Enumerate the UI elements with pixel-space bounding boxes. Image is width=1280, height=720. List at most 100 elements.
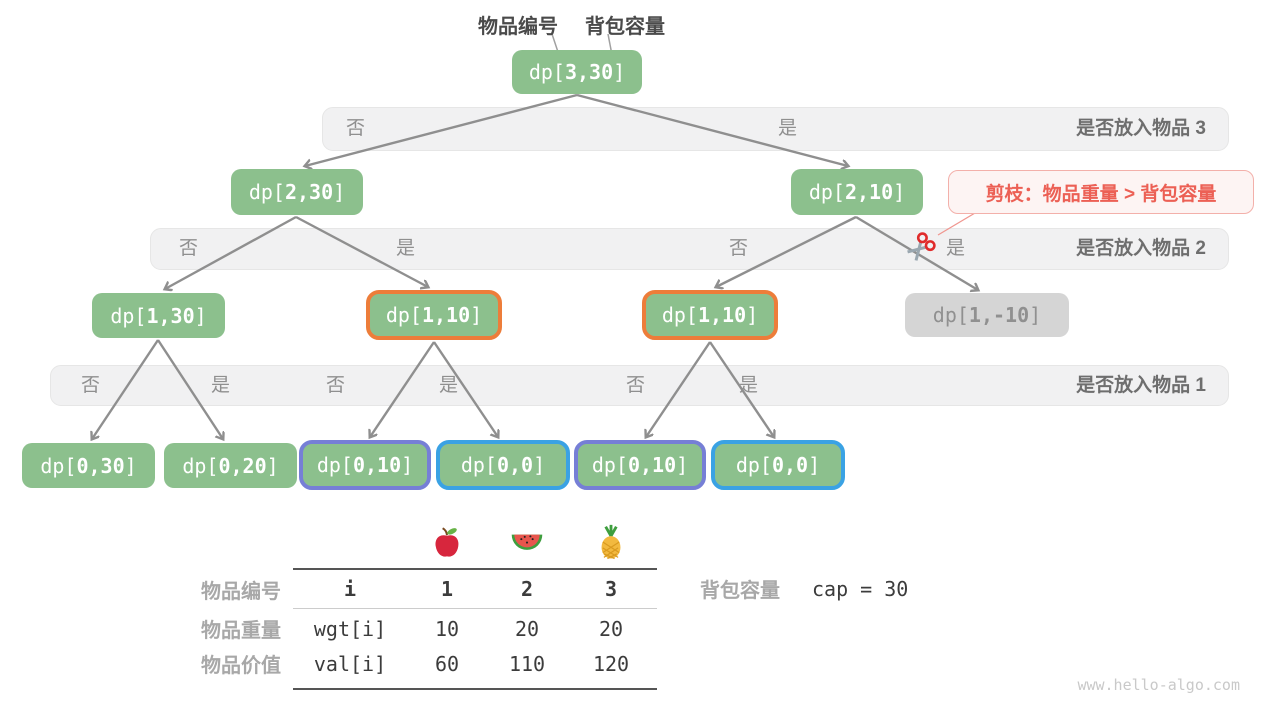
dp-node-0-10-right: dp[0,10] bbox=[574, 440, 706, 490]
decision-band-item-3: 否 是 是否放入物品 3 bbox=[322, 107, 1229, 151]
item-number-header-label: 物品编号 bbox=[478, 16, 558, 38]
table-cell: 120 bbox=[592, 651, 630, 676]
band-label-yes: 是 bbox=[778, 118, 798, 139]
node-text-post: ] bbox=[893, 180, 906, 204]
prune-annotation: 剪枝：物品重量 > 背包容量 bbox=[948, 170, 1254, 214]
capacity-value: cap = 30 bbox=[812, 576, 909, 601]
node-text-values: 1,-10 bbox=[968, 303, 1030, 327]
node-text-post: ] bbox=[470, 303, 483, 327]
node-text-values: 3,30 bbox=[564, 60, 614, 84]
table-row-item-number: 物品编号 i 1 2 3 bbox=[160, 572, 660, 606]
table-row-fruits bbox=[160, 516, 660, 568]
dp-node-root-3-30: dp[3,30] bbox=[512, 50, 642, 94]
node-text-values: 1,10 bbox=[697, 303, 747, 327]
dp-node-1-neg10-pruned: dp[1,-10] bbox=[905, 293, 1069, 337]
table-rule-bottom bbox=[293, 688, 657, 690]
node-text-pre: dp[ bbox=[316, 453, 353, 477]
band-label-no: 否 bbox=[326, 375, 346, 396]
node-text-post: ] bbox=[613, 60, 626, 84]
dp-node-1-10-right: dp[1,10] bbox=[642, 290, 778, 340]
table-cell: 60 bbox=[434, 651, 460, 676]
node-text-post: ] bbox=[124, 453, 137, 478]
node-text-values: 0,30 bbox=[76, 453, 125, 478]
node-text-post: ] bbox=[401, 453, 414, 477]
decision-band-item-2: 否 是 否 是 是否放入物品 2 bbox=[150, 228, 1229, 270]
band-label-yes: 是 bbox=[739, 375, 759, 396]
dp-node-0-30: dp[0,30] bbox=[22, 443, 155, 488]
table-cell: 2 bbox=[520, 577, 534, 601]
node-text-post: ] bbox=[1029, 303, 1042, 327]
node-text-pre: dp[ bbox=[661, 303, 698, 327]
row-label: 物品价值 bbox=[201, 655, 281, 677]
row-label: 物品重量 bbox=[201, 620, 281, 642]
dp-node-0-10-left: dp[0,10] bbox=[299, 440, 431, 490]
node-text-values: 0,20 bbox=[218, 453, 267, 478]
dp-node-2-10: dp[2,10] bbox=[791, 169, 923, 215]
band-label-no: 否 bbox=[179, 238, 199, 259]
node-text-post: ] bbox=[676, 453, 689, 477]
table-rule-top bbox=[293, 568, 657, 570]
watermark: www.hello-algo.com bbox=[1077, 676, 1240, 694]
band-label-yes: 是 bbox=[946, 238, 966, 259]
node-text-values: 1,10 bbox=[421, 303, 471, 327]
node-text-pre: dp[ bbox=[248, 180, 285, 204]
node-text-post: ] bbox=[746, 303, 759, 327]
node-text-pre: dp[ bbox=[110, 303, 147, 328]
band-label-yes: 是 bbox=[439, 375, 459, 396]
node-text-post: ] bbox=[533, 453, 546, 477]
node-text-pre: dp[ bbox=[40, 453, 77, 478]
node-text-post: ] bbox=[194, 303, 207, 328]
node-text-pre: dp[ bbox=[528, 60, 565, 84]
node-text-values: 0,0 bbox=[496, 453, 534, 477]
apple-icon bbox=[407, 516, 487, 568]
table-rule-middle bbox=[293, 608, 657, 609]
dp-node-0-20: dp[0,20] bbox=[164, 443, 297, 488]
table-cell: wgt[i] bbox=[313, 616, 387, 641]
items-table: 物品编号 i 1 2 3 物品重量 wgt[i] 10 20 20 物品价值 v… bbox=[160, 516, 660, 696]
dp-node-2-30: dp[2,30] bbox=[231, 169, 363, 215]
node-text-values: 0,0 bbox=[771, 453, 809, 477]
node-text-values: 1,30 bbox=[146, 303, 195, 328]
table-cell: 20 bbox=[598, 616, 624, 641]
node-text-pre: dp[ bbox=[385, 303, 422, 327]
capacity-note: 背包容量 cap = 30 bbox=[700, 574, 908, 603]
table-cell: 10 bbox=[434, 616, 460, 641]
band-label-no: 否 bbox=[346, 118, 366, 139]
decision-band-item-1: 否 是 否 是 否 是 是否放入物品 1 bbox=[50, 365, 1229, 406]
table-cell: i bbox=[343, 577, 357, 601]
table-cell: 1 bbox=[440, 577, 454, 601]
band-title: 是否放入物品 3 bbox=[1076, 118, 1206, 139]
band-label-yes: 是 bbox=[211, 375, 231, 396]
capacity-label: 背包容量 bbox=[700, 580, 780, 602]
pineapple-icon bbox=[567, 516, 655, 568]
table-row-weight: 物品重量 wgt[i] 10 20 20 bbox=[160, 612, 660, 645]
node-text-pre: dp[ bbox=[182, 453, 219, 478]
dp-node-1-30: dp[1,30] bbox=[92, 293, 225, 338]
node-text-pre: dp[ bbox=[591, 453, 628, 477]
node-text-post: ] bbox=[333, 180, 346, 204]
node-text-values: 0,10 bbox=[627, 453, 677, 477]
band-label-no: 否 bbox=[729, 238, 749, 259]
watermelon-icon bbox=[487, 516, 567, 568]
node-text-post: ] bbox=[808, 453, 821, 477]
table-cell: 20 bbox=[514, 616, 540, 641]
dp-node-0-0-left: dp[0,0] bbox=[436, 440, 570, 490]
node-text-post: ] bbox=[266, 453, 279, 478]
band-label-yes: 是 bbox=[396, 238, 416, 259]
node-text-pre: dp[ bbox=[735, 453, 772, 477]
node-text-pre: dp[ bbox=[808, 180, 845, 204]
capacity-header-label: 背包容量 bbox=[585, 16, 665, 38]
table-cell: 3 bbox=[604, 577, 618, 601]
band-title: 是否放入物品 2 bbox=[1076, 238, 1206, 259]
table-row-value: 物品价值 val[i] 60 110 120 bbox=[160, 647, 660, 680]
dp-node-0-0-right: dp[0,0] bbox=[711, 440, 845, 490]
table-cell: val[i] bbox=[313, 651, 387, 676]
prune-annotation-text: 剪枝：物品重量 > 背包容量 bbox=[985, 183, 1217, 205]
node-text-pre: dp[ bbox=[932, 303, 969, 327]
band-label-no: 否 bbox=[81, 375, 101, 396]
band-label-no: 否 bbox=[626, 375, 646, 396]
node-text-pre: dp[ bbox=[460, 453, 497, 477]
node-text-values: 2,10 bbox=[844, 180, 894, 204]
node-text-values: 0,10 bbox=[352, 453, 402, 477]
